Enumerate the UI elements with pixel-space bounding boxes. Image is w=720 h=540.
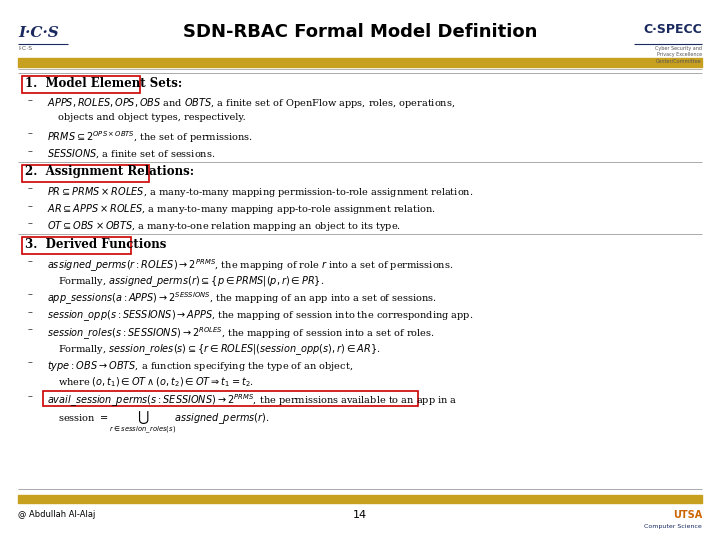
Text: $\mathit{app\_sessions}(a : \mathit{APPS}) \rightarrow 2^{\mathit{SESSIONS}}$, t: $\mathit{app\_sessions}(a : \mathit{APPS… — [47, 291, 437, 307]
Text: –: – — [27, 130, 32, 139]
Bar — [22, 165, 150, 181]
Text: $\mathit{APPS, ROLES, OPS, OBS}$ and $\mathit{OBTS}$, a finite set of OpenFlow a: $\mathit{APPS, ROLES, OPS, OBS}$ and $\m… — [47, 96, 455, 110]
Text: –: – — [27, 392, 32, 401]
Text: –: – — [27, 308, 32, 317]
Text: $\mathit{SESSIONS}$, a finite set of sessions.: $\mathit{SESSIONS}$, a finite set of ses… — [47, 147, 215, 159]
Text: Formally, $\mathit{session\_roles}(s) \subseteq \{r \in \mathit{ROLES}|(\mathit{: Formally, $\mathit{session\_roles}(s) \s… — [58, 342, 380, 357]
Text: session $= \bigcup_{r \in \mathit{session\_roles}(s)}\mathit{assigned\_perms}(r): session $= \bigcup_{r \in \mathit{sessio… — [58, 409, 269, 435]
Text: 14: 14 — [353, 510, 367, 521]
Bar — [43, 391, 418, 406]
Bar — [22, 76, 140, 93]
Text: 3.  Derived Functions: 3. Derived Functions — [25, 238, 166, 251]
Text: –: – — [27, 202, 32, 211]
Text: $\mathit{AR} \subseteq \mathit{APPS} \times \mathit{ROLES}$, a many-to-many mapp: $\mathit{AR} \subseteq \mathit{APPS} \ti… — [47, 202, 436, 216]
Text: –: – — [27, 359, 32, 368]
Text: I·C·S: I·C·S — [18, 26, 59, 40]
Text: UTSA: UTSA — [672, 510, 702, 521]
Text: –: – — [27, 257, 32, 266]
Text: 2.  Assignment Relations:: 2. Assignment Relations: — [25, 165, 194, 178]
Text: @ Abdullah Al-Alaj: @ Abdullah Al-Alaj — [18, 510, 95, 519]
Text: $\mathit{avail\_session\_perms}(s : \mathit{SESSIONS}) \rightarrow 2^{\mathit{PR: $\mathit{avail\_session\_perms}(s : \mat… — [47, 392, 457, 409]
Text: Cyber Security and
Privacy Excellence
Center/Committee: Cyber Security and Privacy Excellence Ce… — [655, 46, 702, 63]
Text: Formally, $\mathit{assigned\_perms}(r) \subseteq \{p \in \mathit{PRMS}|(p,r) \in: Formally, $\mathit{assigned\_perms}(r) \… — [58, 274, 324, 289]
Text: $\mathit{session\_opp}(s : \mathit{SESSIONS}) \rightarrow \mathit{APPS}$, the ma: $\mathit{session\_opp}(s : \mathit{SESSI… — [47, 308, 473, 322]
Bar — [22, 237, 130, 254]
Text: $\mathit{assigned\_perms}(r : \mathit{ROLES}) \rightarrow 2^{\mathit{PRMS}}$, th: $\mathit{assigned\_perms}(r : \mathit{RO… — [47, 257, 454, 274]
Text: $\mathit{PR} \subseteq \mathit{PRMS} \times \mathit{ROLES}$, a many-to-many mapp: $\mathit{PR} \subseteq \mathit{PRMS} \ti… — [47, 185, 473, 199]
Text: objects and object types, respectively.: objects and object types, respectively. — [58, 113, 246, 123]
Text: –: – — [27, 219, 32, 228]
Text: $\mathit{PRMS} \subseteq 2^{\mathit{OPS}\times\mathit{OBTS}}$, the set of permis: $\mathit{PRMS} \subseteq 2^{\mathit{OPS}… — [47, 130, 253, 145]
Text: –: – — [27, 96, 32, 105]
Text: I·C·S: I·C·S — [18, 46, 32, 51]
Text: C·SPECC: C·SPECC — [643, 23, 702, 36]
Text: –: – — [27, 291, 32, 300]
Text: 1.  Model Element Sets:: 1. Model Element Sets: — [25, 77, 182, 90]
Text: $\mathit{session\_roles}(s : \mathit{SESSIONS}) \rightarrow 2^{\mathit{ROLES}}$,: $\mathit{session\_roles}(s : \mathit{SES… — [47, 325, 435, 342]
Text: –: – — [27, 185, 32, 194]
Text: $\mathit{OT} \subseteq \mathit{OBS} \times \mathit{OBTS}$, a many-to-one relatio: $\mathit{OT} \subseteq \mathit{OBS} \tim… — [47, 219, 401, 233]
Text: Computer Science: Computer Science — [644, 524, 702, 529]
Text: where $(o,t_1) \in \mathit{OT} \wedge (o,t_2) \in\mathit{OT} \Rightarrow t_1 = t: where $(o,t_1) \in \mathit{OT} \wedge (o… — [58, 376, 253, 389]
Text: $\mathit{type} : \mathit{OBS} \rightarrow \mathit{OBTS}$, a function specifying : $\mathit{type} : \mathit{OBS} \rightarro… — [47, 359, 353, 373]
Text: SDN-RBAC Formal Model Definition: SDN-RBAC Formal Model Definition — [183, 23, 537, 40]
Text: –: – — [27, 147, 32, 156]
Text: –: – — [27, 325, 32, 334]
